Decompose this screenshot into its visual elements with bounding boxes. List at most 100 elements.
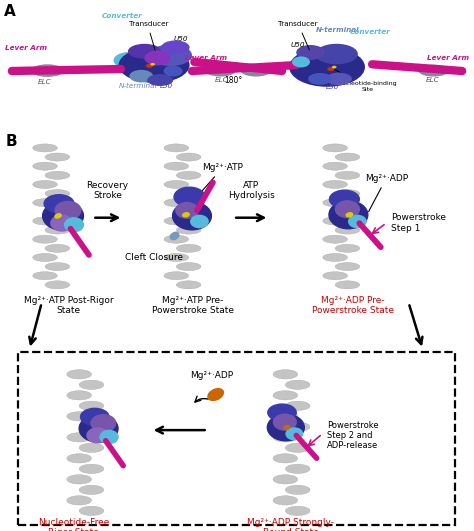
Ellipse shape (335, 244, 360, 252)
Ellipse shape (335, 208, 360, 216)
Ellipse shape (285, 401, 310, 410)
Text: Mg²⁺·ATP Pre-
Powerstroke State: Mg²⁺·ATP Pre- Powerstroke State (152, 296, 234, 315)
Ellipse shape (67, 391, 91, 400)
Ellipse shape (336, 201, 359, 218)
Text: Lever Arm: Lever Arm (185, 55, 227, 62)
Ellipse shape (33, 253, 57, 261)
Text: Recovery
Stroke: Recovery Stroke (87, 181, 128, 200)
Text: Transducer: Transducer (278, 21, 318, 28)
Text: Converter: Converter (102, 13, 143, 19)
Ellipse shape (176, 172, 201, 179)
Ellipse shape (118, 47, 190, 83)
Ellipse shape (335, 226, 360, 234)
Ellipse shape (164, 217, 189, 225)
Ellipse shape (33, 199, 57, 207)
Text: ATP
Hydrolysis: ATP Hydrolysis (228, 181, 274, 200)
Ellipse shape (335, 281, 360, 289)
Text: ELC: ELC (425, 76, 439, 83)
Ellipse shape (64, 218, 83, 232)
Ellipse shape (45, 244, 70, 252)
Ellipse shape (289, 47, 365, 87)
Text: Converter: Converter (349, 29, 390, 36)
Ellipse shape (45, 190, 70, 198)
Ellipse shape (267, 414, 304, 441)
Ellipse shape (44, 195, 74, 212)
Ellipse shape (33, 144, 57, 152)
Ellipse shape (164, 144, 189, 152)
Text: Nucleotide-binding
Site: Nucleotide-binding Site (334, 70, 397, 92)
Ellipse shape (285, 485, 310, 494)
Ellipse shape (45, 153, 70, 161)
Ellipse shape (33, 217, 57, 225)
Ellipse shape (296, 45, 325, 60)
Ellipse shape (81, 408, 109, 425)
Ellipse shape (55, 214, 61, 218)
Text: N-terminal: N-terminal (119, 82, 158, 89)
Ellipse shape (273, 412, 298, 421)
Ellipse shape (335, 172, 360, 179)
Ellipse shape (323, 181, 347, 189)
Ellipse shape (67, 453, 91, 463)
Ellipse shape (79, 443, 104, 452)
Ellipse shape (45, 262, 70, 271)
Ellipse shape (67, 496, 91, 505)
Text: B: B (6, 134, 18, 149)
Text: Mg²⁺·ATP: Mg²⁺·ATP (202, 163, 243, 191)
Ellipse shape (323, 162, 347, 170)
Ellipse shape (45, 281, 70, 289)
Ellipse shape (176, 281, 201, 289)
Ellipse shape (176, 153, 201, 161)
Ellipse shape (208, 389, 223, 400)
Ellipse shape (79, 464, 104, 474)
Ellipse shape (31, 64, 64, 77)
Ellipse shape (273, 475, 298, 484)
Text: Lever Arm: Lever Arm (427, 55, 469, 62)
Ellipse shape (87, 428, 109, 443)
Text: N-terminal: N-terminal (316, 27, 359, 32)
Ellipse shape (191, 216, 208, 228)
Ellipse shape (164, 181, 189, 189)
Ellipse shape (176, 190, 201, 198)
Ellipse shape (327, 67, 335, 71)
Text: Transducer: Transducer (129, 21, 169, 28)
Ellipse shape (176, 226, 201, 234)
Ellipse shape (128, 44, 161, 59)
Text: U50: U50 (291, 42, 305, 48)
Text: L50: L50 (160, 83, 173, 89)
Text: Mg²⁺·ADP: Mg²⁺·ADP (191, 371, 233, 380)
Ellipse shape (315, 44, 358, 64)
Ellipse shape (67, 370, 91, 379)
Ellipse shape (273, 433, 298, 442)
Text: Nucleotide-Free
Rigor State: Nucleotide-Free Rigor State (38, 518, 109, 531)
Ellipse shape (45, 226, 70, 234)
Ellipse shape (114, 52, 145, 68)
Ellipse shape (149, 45, 192, 66)
Ellipse shape (419, 65, 449, 76)
Ellipse shape (51, 216, 73, 231)
Ellipse shape (335, 190, 360, 198)
Ellipse shape (176, 262, 201, 271)
Ellipse shape (323, 235, 347, 243)
Ellipse shape (205, 65, 236, 76)
Ellipse shape (285, 464, 310, 474)
Ellipse shape (91, 415, 116, 432)
Ellipse shape (176, 202, 198, 218)
Ellipse shape (67, 412, 91, 421)
Ellipse shape (79, 380, 104, 389)
Ellipse shape (346, 213, 353, 217)
Text: A: A (4, 4, 16, 19)
Ellipse shape (67, 475, 91, 484)
Text: ↔: ↔ (226, 57, 240, 75)
Ellipse shape (146, 64, 153, 68)
Ellipse shape (286, 428, 302, 440)
Ellipse shape (45, 208, 70, 216)
Ellipse shape (174, 187, 205, 207)
Ellipse shape (145, 50, 171, 65)
Ellipse shape (164, 272, 189, 280)
Ellipse shape (308, 73, 332, 85)
Ellipse shape (329, 190, 359, 208)
Ellipse shape (183, 213, 189, 217)
Ellipse shape (55, 201, 81, 219)
Ellipse shape (150, 63, 155, 66)
Ellipse shape (335, 262, 360, 271)
